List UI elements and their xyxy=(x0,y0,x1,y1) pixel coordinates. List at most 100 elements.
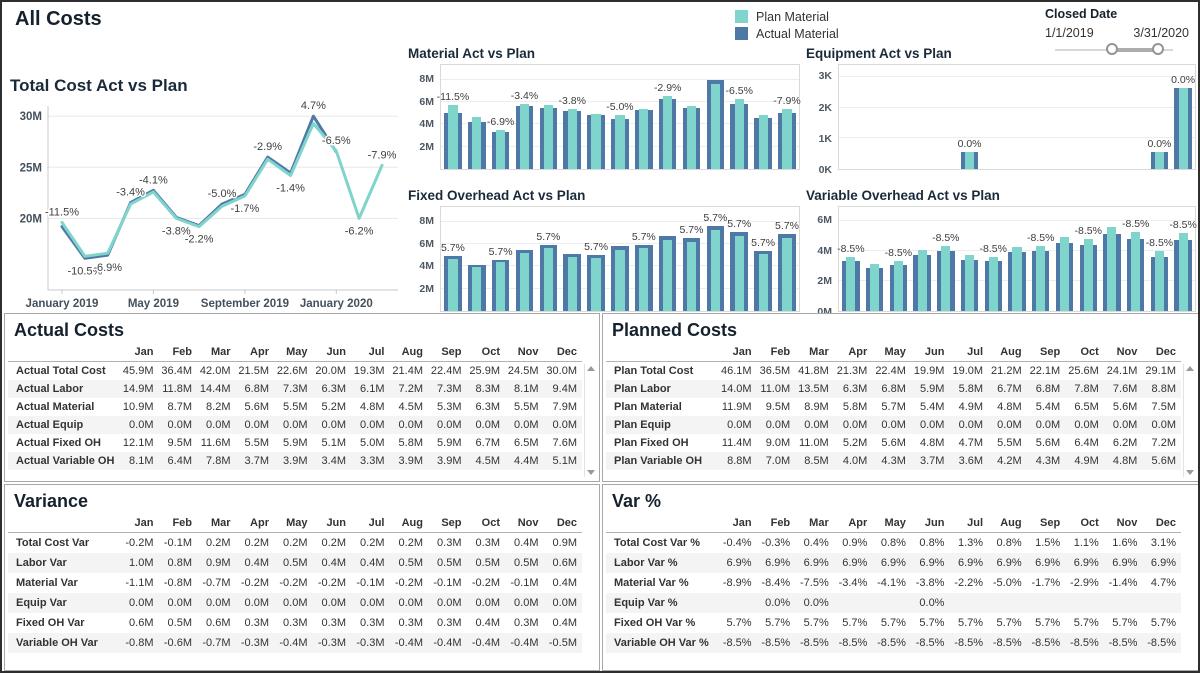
plan-bar[interactable] xyxy=(964,255,975,311)
table-cell[interactable]: 29.1M xyxy=(1145,365,1176,377)
table-cell[interactable]: 22.1M xyxy=(1029,365,1061,377)
table-cell[interactable]: 6.8M xyxy=(1035,383,1061,395)
table-cell[interactable]: 11.6M xyxy=(200,437,231,449)
table-cell[interactable]: 14.0M xyxy=(721,383,752,395)
table-cell[interactable]: -8.5% xyxy=(877,637,906,649)
table-cell[interactable]: 4.4M xyxy=(514,455,539,467)
plan-bar[interactable] xyxy=(639,108,649,169)
table-cell[interactable]: 7.9M xyxy=(552,401,577,413)
table-cell[interactable]: 21.5M xyxy=(238,365,269,377)
table-cell[interactable]: -0.4M xyxy=(471,637,500,649)
table-cell[interactable]: 0.0M xyxy=(206,597,231,609)
table-cell[interactable]: -2.9% xyxy=(1070,577,1099,589)
table-cell[interactable]: 0.0M xyxy=(1074,419,1099,431)
slider-handle-right[interactable] xyxy=(1152,43,1164,55)
table-cell[interactable]: 4.7M xyxy=(958,437,984,449)
plan-bar[interactable] xyxy=(1036,246,1046,311)
plan-bar[interactable] xyxy=(615,249,625,311)
table-cell[interactable]: 5.1M xyxy=(321,437,346,449)
table-cell[interactable]: 5.8M xyxy=(842,401,868,413)
table-cell[interactable]: 5.6M xyxy=(881,437,906,449)
table-cell[interactable]: 30.0M xyxy=(546,365,577,377)
plan-bar[interactable] xyxy=(448,105,458,169)
table-cell[interactable]: 7.3M xyxy=(437,383,462,395)
table-cell[interactable]: 0.5M xyxy=(514,557,539,569)
table-cell[interactable]: -4.1% xyxy=(877,577,906,589)
table-cell[interactable]: -8.5% xyxy=(954,637,984,649)
table-cell[interactable]: -2.2% xyxy=(954,577,984,589)
table-cell[interactable]: 0.9M xyxy=(206,557,231,569)
table-cell[interactable]: 4.8M xyxy=(997,401,1022,413)
table-cell[interactable]: 46.1M xyxy=(721,365,752,377)
vertical-scrollbar[interactable] xyxy=(584,364,597,477)
plan-bar[interactable] xyxy=(1059,237,1070,311)
table-cell[interactable]: 5.0M xyxy=(360,437,385,449)
table-cell[interactable]: 0.0M xyxy=(475,597,500,609)
table-cell[interactable]: -8.5% xyxy=(838,637,868,649)
table-cell[interactable]: 8.5M xyxy=(804,455,829,467)
table-cell[interactable]: -5.0% xyxy=(992,577,1022,589)
table-cell[interactable]: 5.5M xyxy=(514,401,539,413)
table-cell[interactable]: 0.2M xyxy=(244,537,269,549)
table-cell[interactable]: 6.9% xyxy=(726,557,752,569)
table-cell[interactable]: 0.4M xyxy=(321,557,346,569)
table-cell[interactable]: 5.8M xyxy=(958,383,984,395)
plan-bar[interactable] xyxy=(1178,233,1188,311)
plan-bar[interactable] xyxy=(567,108,577,169)
table-cell[interactable]: -8.5% xyxy=(1031,637,1061,649)
table-cell[interactable]: 5.7% xyxy=(957,617,984,629)
plan-bar[interactable] xyxy=(1154,152,1164,169)
table-cell[interactable]: 0.0M xyxy=(206,419,231,431)
table-cell[interactable]: -1.7% xyxy=(1031,577,1061,589)
plan-bar[interactable] xyxy=(734,236,744,311)
table-cell[interactable]: -0.4% xyxy=(722,537,752,549)
plan-bar[interactable] xyxy=(846,256,856,311)
table-cell[interactable]: 0.0M xyxy=(475,419,500,431)
table-cell[interactable]: 0.2M xyxy=(206,537,231,549)
table-cell[interactable]: 0.3M xyxy=(321,617,346,629)
table-cell[interactable]: 0.5M xyxy=(167,617,192,629)
table-cell[interactable]: 6.9% xyxy=(1150,557,1176,569)
table-cell[interactable]: 5.9M xyxy=(920,383,945,395)
table-cell[interactable]: 0.4M xyxy=(244,557,269,569)
table-cell[interactable]: 0.0M xyxy=(1035,419,1061,431)
plan-bar[interactable] xyxy=(710,84,720,169)
plan-bar[interactable] xyxy=(1012,246,1022,311)
table-cell[interactable]: 24.5M xyxy=(507,365,539,377)
table-cell[interactable]: 7.2M xyxy=(398,383,423,395)
table-cell[interactable]: 6.7M xyxy=(475,437,500,449)
table-cell[interactable]: 36.4M xyxy=(161,365,192,377)
table-cell[interactable]: 0.0M xyxy=(997,419,1022,431)
table-cell[interactable]: 0.8M xyxy=(167,557,192,569)
table-cell[interactable]: 4.8M xyxy=(360,401,385,413)
table-cell[interactable]: 5.7% xyxy=(765,617,791,629)
table-cell[interactable]: -0.1M xyxy=(510,577,539,589)
plan-bar[interactable] xyxy=(782,237,792,311)
table-cell[interactable] xyxy=(1142,593,1181,613)
table-cell[interactable]: -0.3M xyxy=(317,637,346,649)
table-cell[interactable]: -7.5% xyxy=(799,577,829,589)
table-cell[interactable]: 0.0M xyxy=(552,597,577,609)
plan-bar[interactable] xyxy=(893,260,903,311)
table-cell[interactable]: 8.1M xyxy=(514,383,539,395)
table-cell[interactable]: 7.5M xyxy=(1151,401,1176,413)
table-cell[interactable]: 0.4M xyxy=(475,617,500,629)
table-cell[interactable] xyxy=(1065,593,1104,613)
scroll-down-arrow-icon[interactable] xyxy=(1186,470,1194,475)
table-cell[interactable]: 0.3M xyxy=(398,617,423,629)
table-cell[interactable]: 5.5M xyxy=(997,437,1022,449)
table-cell[interactable]: 0.2M xyxy=(321,537,346,549)
vertical-scrollbar[interactable] xyxy=(1183,364,1196,477)
plan-bar[interactable] xyxy=(870,264,880,311)
table-cell[interactable]: -8.5% xyxy=(722,637,752,649)
table-cell[interactable]: 0.0M xyxy=(283,419,308,431)
table-cell[interactable]: 22.6M xyxy=(276,365,308,377)
table-cell[interactable]: 22.4M xyxy=(875,365,906,377)
table-cell[interactable]: 0.0M xyxy=(398,597,423,609)
table-cell[interactable]: 0.0M xyxy=(804,419,829,431)
table-cell[interactable]: 0.8% xyxy=(996,537,1022,549)
table-cell[interactable]: 5.2M xyxy=(321,401,346,413)
table-cell[interactable]: 0.6M xyxy=(552,557,577,569)
table-cell[interactable]: 8.8M xyxy=(727,455,752,467)
table-cell[interactable]: 0.0M xyxy=(765,419,791,431)
